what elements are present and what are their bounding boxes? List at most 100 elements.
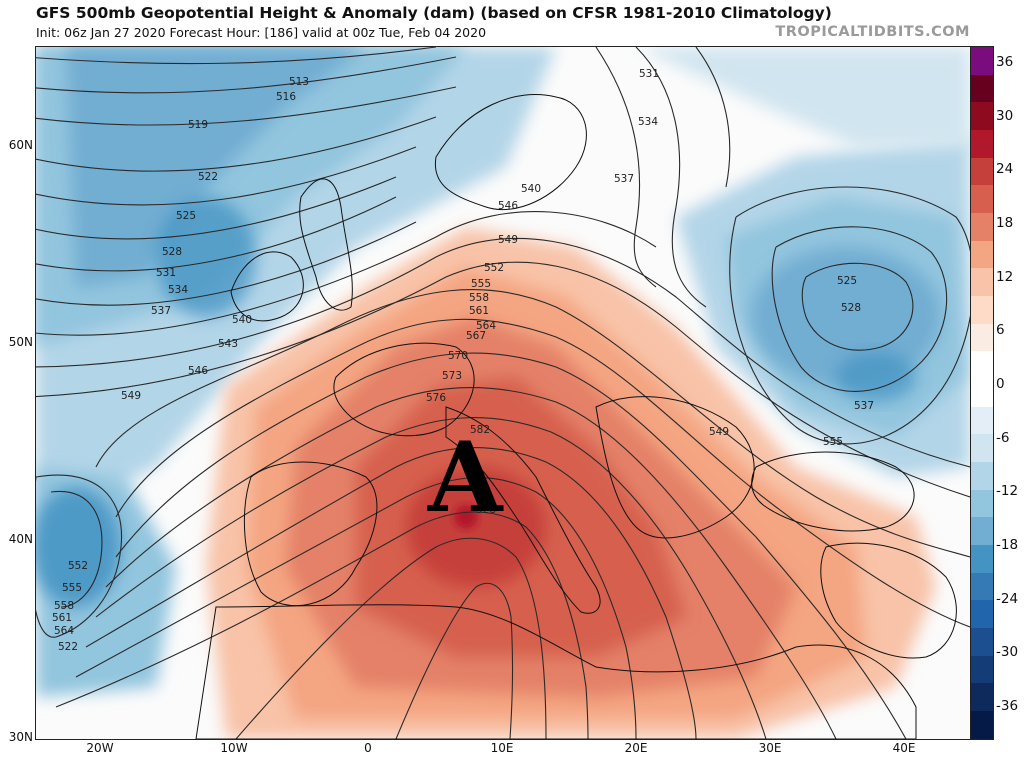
contour-label: 516	[276, 91, 296, 103]
colorbar-segment	[971, 683, 993, 712]
contour-label: 552	[68, 560, 88, 572]
lon-label-40e: 40E	[892, 741, 916, 755]
contour-label: 561	[52, 612, 72, 624]
colorbar-tick-label: 0	[996, 376, 1005, 392]
colorbar-tick-label: -6	[996, 429, 1010, 446]
lon-label-10w: 10W	[220, 741, 248, 755]
contour-label: 525	[176, 210, 196, 222]
colorbar-segment	[971, 379, 993, 407]
contour-label: 540	[521, 183, 541, 195]
contour-label: 573	[442, 370, 462, 382]
colorbar-tick-label: 36	[996, 54, 1014, 70]
map-canvas: 513 516 519 522 525 528 531 534 537 540 …	[36, 47, 970, 739]
contour-label: 564	[476, 320, 496, 332]
lat-label-30n: 30N	[8, 730, 33, 744]
contour-label: 567	[466, 330, 486, 342]
lon-label-20e: 20E	[624, 741, 648, 755]
colorbar-segment	[971, 545, 993, 573]
colorbar-segment	[971, 628, 993, 656]
lon-label-20w: 20W	[86, 741, 114, 755]
anomaly-map: 513 516 519 522 525 528 531 534 537 540 …	[35, 46, 971, 740]
contour-label: 528	[841, 302, 861, 314]
contour-label: 513	[289, 76, 309, 88]
contour-label: 549	[498, 234, 518, 246]
colorbar-segment	[971, 711, 993, 739]
colorbar-segment	[971, 655, 993, 684]
high-pressure-marker: A	[428, 421, 503, 534]
contour-label: 558	[54, 600, 74, 612]
contour-label: 519	[188, 119, 208, 131]
colorbar-tick-label: -30	[996, 644, 1019, 661]
contour-label: 546	[188, 365, 208, 377]
contour-label: 555	[471, 278, 491, 290]
colorbar-segment	[971, 213, 993, 241]
forecast-info: Init: 06z Jan 27 2020 Forecast Hour: [18…	[36, 25, 487, 40]
anomaly-shading	[36, 47, 970, 739]
colorbar-segment	[971, 462, 993, 490]
colorbar-segment	[971, 102, 993, 131]
contour-label: 531	[639, 68, 659, 80]
contour-label: 558	[469, 292, 489, 304]
colorbar-tick-label: 6	[996, 322, 1005, 339]
colorbar-segment	[971, 47, 993, 75]
contour-label: 555	[823, 436, 843, 448]
contour-label: 549	[121, 390, 141, 402]
colorbar-segment	[971, 296, 993, 324]
lon-label-10e: 10E	[490, 741, 514, 755]
contour-label: 543	[218, 338, 238, 350]
contour-label: 537	[854, 400, 874, 412]
contour-label: 555	[62, 582, 82, 594]
lat-label-50n: 50N	[8, 335, 33, 349]
contour-label: 549	[709, 426, 729, 438]
colorbar-segment	[971, 406, 993, 435]
contour-label: 525	[837, 275, 857, 287]
contour-label: 546	[498, 200, 518, 212]
page-title: GFS 500mb Geopotential Height & Anomaly …	[36, 4, 832, 22]
colorbar-tick-label: 30	[996, 107, 1014, 124]
colorbar-segment	[971, 600, 993, 629]
colorbar-segment	[971, 323, 993, 352]
colorbar-segment	[971, 240, 993, 269]
colorbar-segment	[971, 74, 993, 103]
contour-label: 576	[426, 392, 446, 404]
lon-label-0: 0	[364, 741, 372, 755]
contour-label: 570	[448, 350, 468, 362]
contour-label: 531	[156, 267, 176, 279]
contour-label: 582	[470, 424, 490, 436]
contour-label: 537	[614, 173, 634, 185]
colorbar-tick-label: -18	[996, 537, 1019, 553]
colorbar-segment	[971, 572, 993, 601]
colorbar-tick-label: -36	[996, 698, 1019, 714]
colorbar-segment	[971, 517, 993, 546]
colorbar-tick-label: -12	[996, 483, 1019, 500]
contour-label: 534	[168, 284, 188, 296]
contour-label: 561	[469, 305, 489, 317]
contour-label-group: 513 516 519 522 525 528 531 534 537 540 …	[52, 68, 874, 653]
colorbar-tick-label: 24	[996, 161, 1014, 178]
colorbar-segment	[971, 130, 993, 158]
colorbar-tick-label: -24	[996, 590, 1019, 607]
contour-label: 537	[151, 305, 171, 317]
contour-label: 534	[638, 116, 658, 128]
lat-label-40n: 40N	[8, 532, 33, 546]
contour-label: 522	[58, 641, 78, 653]
contour-label: 528	[476, 504, 496, 516]
lon-label-30e: 30E	[758, 741, 782, 755]
colorbar-segment	[971, 268, 993, 297]
site-watermark: TROPICALTIDBITS.COM	[775, 24, 970, 40]
colorbar-segment	[971, 434, 993, 463]
contour-label: 528	[162, 246, 182, 258]
height-contours	[36, 47, 970, 739]
coastlines	[195, 94, 957, 739]
colorbar-segment	[971, 185, 993, 214]
colorbar-tick-label: 12	[996, 268, 1014, 285]
contour-label: 540	[232, 314, 252, 326]
contour-label: 552	[484, 262, 504, 274]
colorbar-segment	[971, 157, 993, 186]
colorbar-segment	[971, 351, 993, 380]
contour-label: 522	[198, 171, 218, 183]
colorbar-tick-label: 18	[996, 215, 1014, 231]
contour-label: 564	[54, 625, 74, 637]
anomaly-colorbar	[970, 46, 994, 740]
lat-label-60n: 60N	[8, 138, 33, 152]
